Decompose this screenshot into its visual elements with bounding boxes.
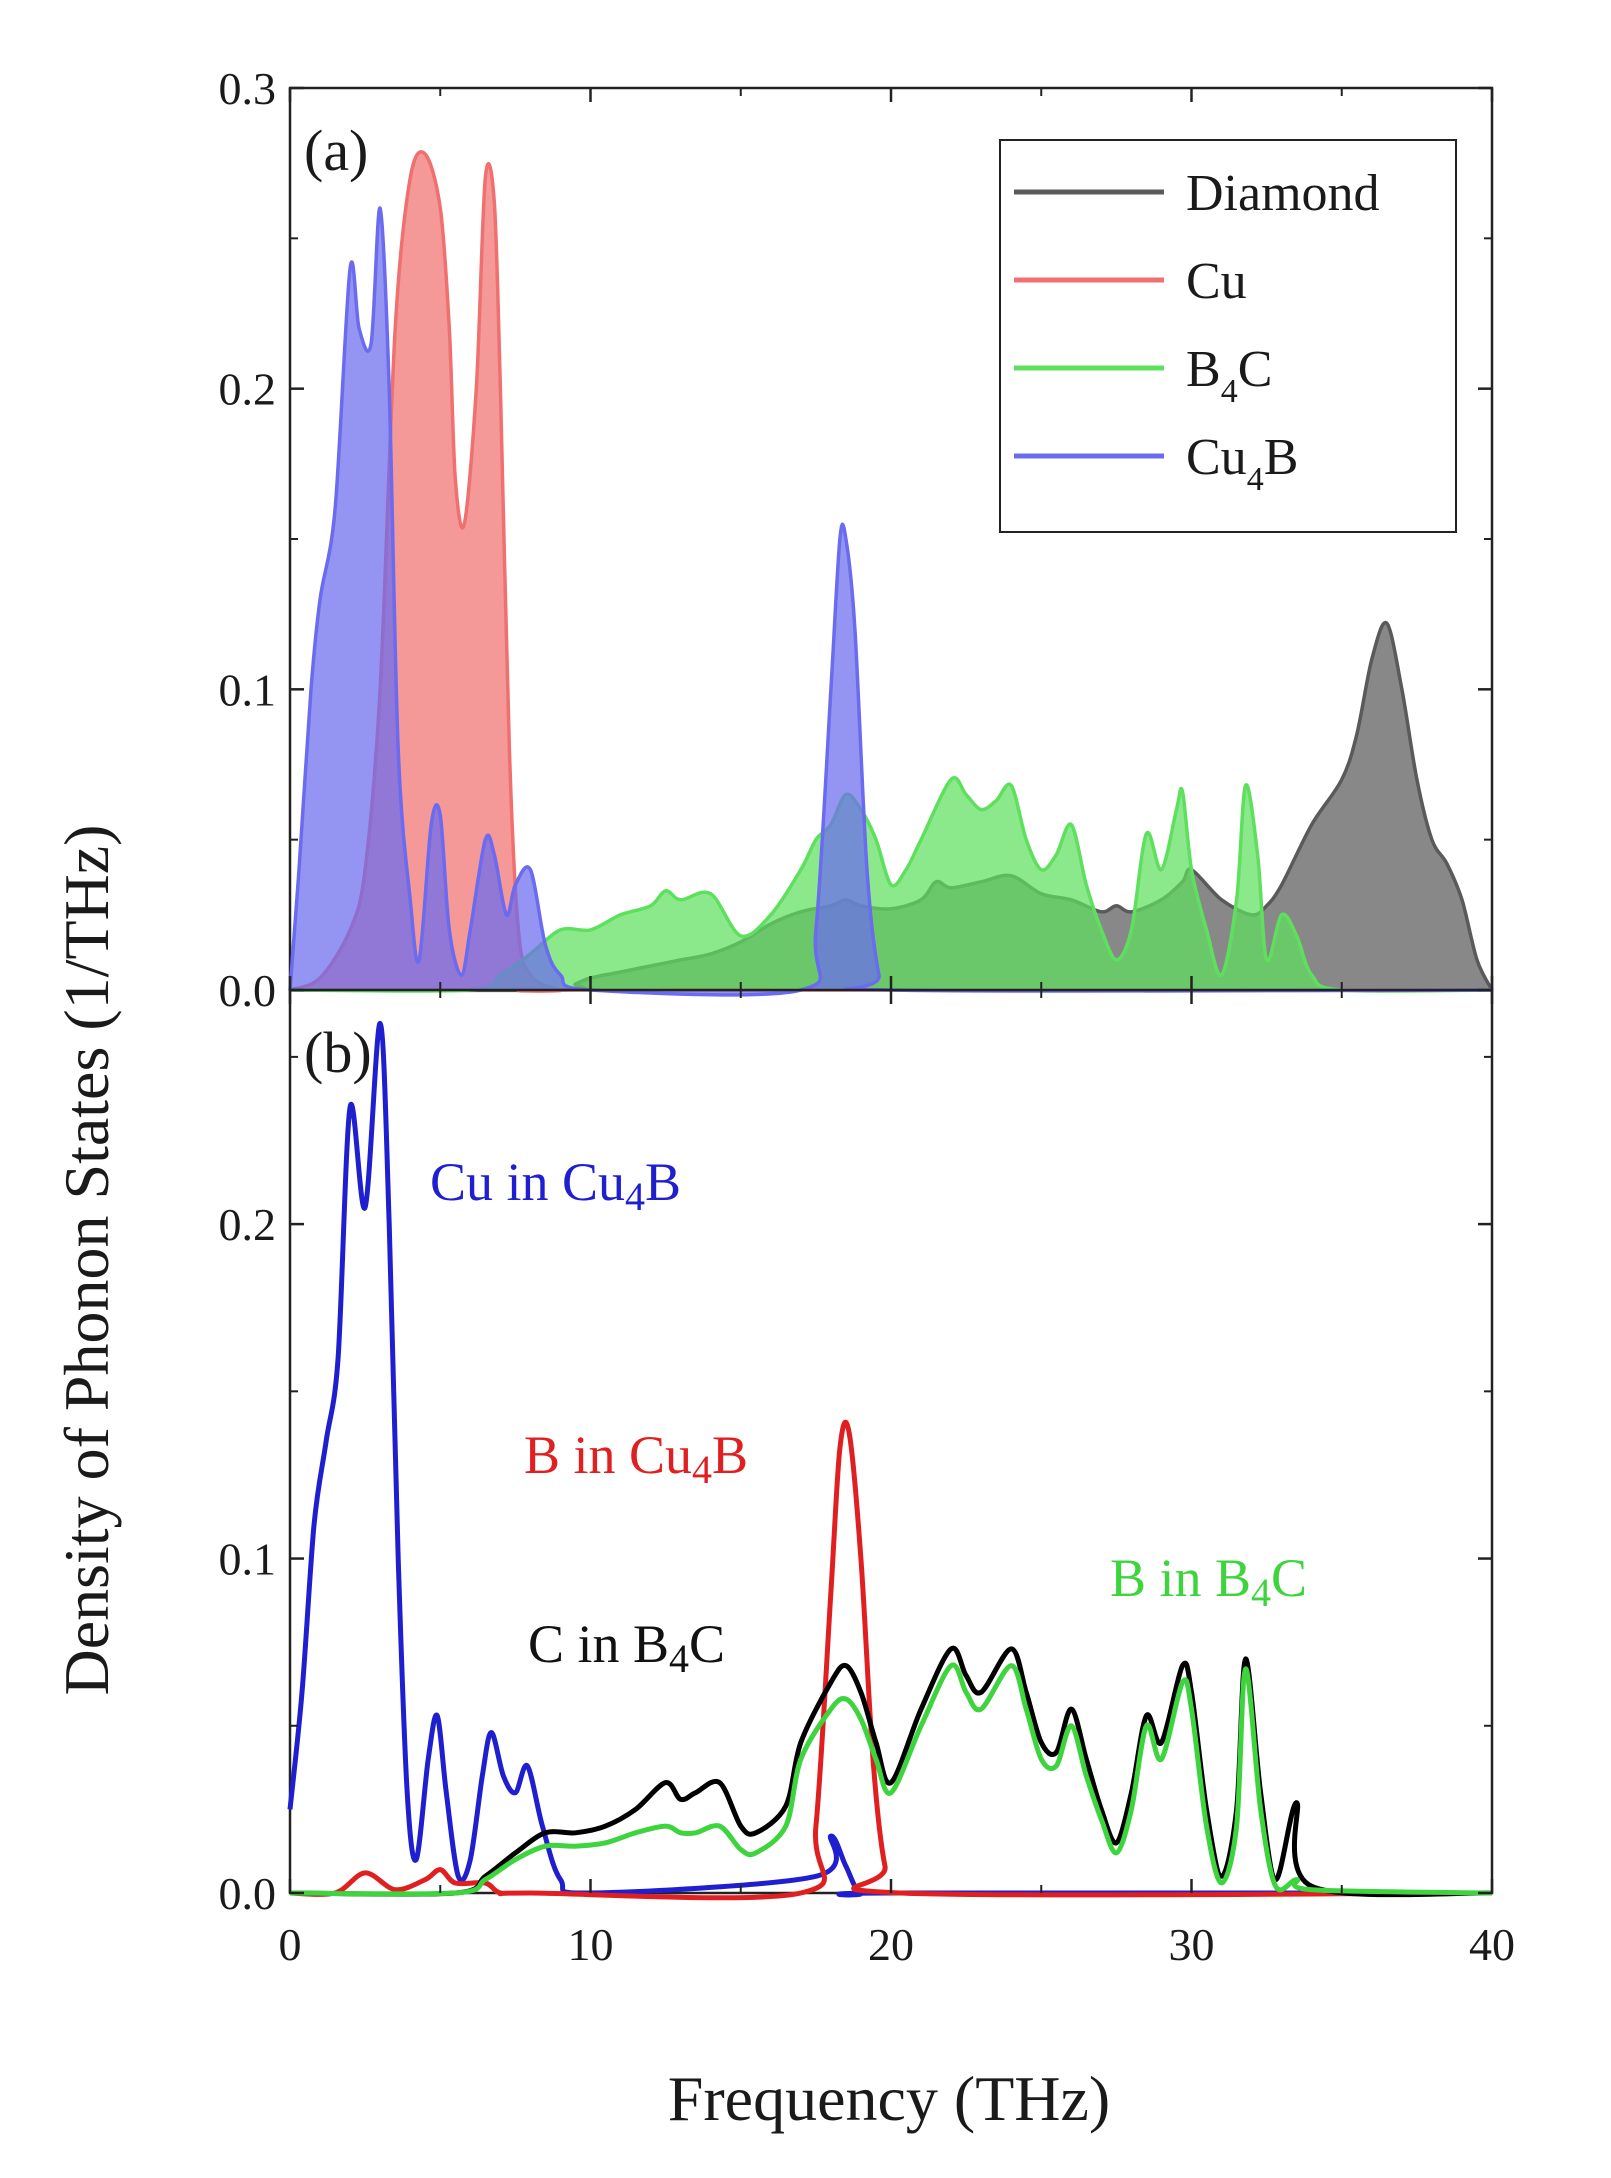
series-line-cu4b: [288, 206, 1493, 997]
annotation-cu-in-cu4b: Cu in Cu4B: [430, 1152, 681, 1219]
legend-label-diamond: Diamond: [1186, 165, 1380, 222]
series-area-b4c: [290, 777, 1492, 992]
xtick-label: 40: [1469, 1919, 1515, 1970]
ytick-label-a: 0.1: [219, 664, 277, 715]
x-axis-title: Frequency (THz): [668, 2063, 1110, 2134]
legend-box: [999, 139, 1457, 533]
panel-tag-b: (b): [304, 1020, 372, 1085]
ytick-label-b: 0.1: [219, 1534, 277, 1585]
xtick-label: 20: [868, 1919, 914, 1970]
xtick-label: 0: [279, 1919, 302, 1970]
panel-b: 0.0 0.1 0.2 (b) Cu in Cu4B B in Cu4B C in B4C B…: [219, 988, 1494, 1919]
legend-label-cu: Cu: [1186, 253, 1247, 310]
xtick-label: 30: [1169, 1919, 1215, 1970]
panel-a: 0.0 0.1 0.2 0.3 (a) Diamond Cu B4C Cu4B: [219, 63, 1494, 1016]
ytick-label-b: 0.2: [219, 1199, 277, 1250]
series-line-b-in-b4c: [289, 1662, 1493, 1897]
series-line-b4c: [289, 776, 1493, 993]
legend: Diamond Cu B4C Cu4B: [999, 139, 1457, 533]
xtick-label: 10: [568, 1919, 614, 1970]
y-axis-title: Density of Phonon States (1/THz): [51, 825, 122, 1696]
annotation-b-in-cu4b: B in Cu4B: [524, 1425, 748, 1492]
ytick-label-a: 0.0: [219, 965, 277, 1016]
legend-label-cu4b: Cu4B: [1186, 429, 1298, 498]
annotation-c-in-b4c: C in B4C: [528, 1614, 725, 1681]
legend-label-b4c: B4C: [1186, 341, 1272, 410]
series-line-cu-in-cu4b: [287, 1020, 1492, 1898]
x-axis: 0 10 20 30 40: [279, 1919, 1516, 1970]
series-line-b-in-cu4b: [289, 1419, 1493, 1901]
annotation-b-in-b4c: B in B4C: [1110, 1548, 1307, 1615]
ytick-label-a: 0.2: [219, 364, 277, 415]
panel-tag-a: (a): [304, 118, 368, 183]
plot-frame-b: [288, 988, 1494, 1895]
ytick-label-a: 0.3: [219, 63, 277, 114]
ytick-label-b: 0.0: [219, 1868, 277, 1919]
